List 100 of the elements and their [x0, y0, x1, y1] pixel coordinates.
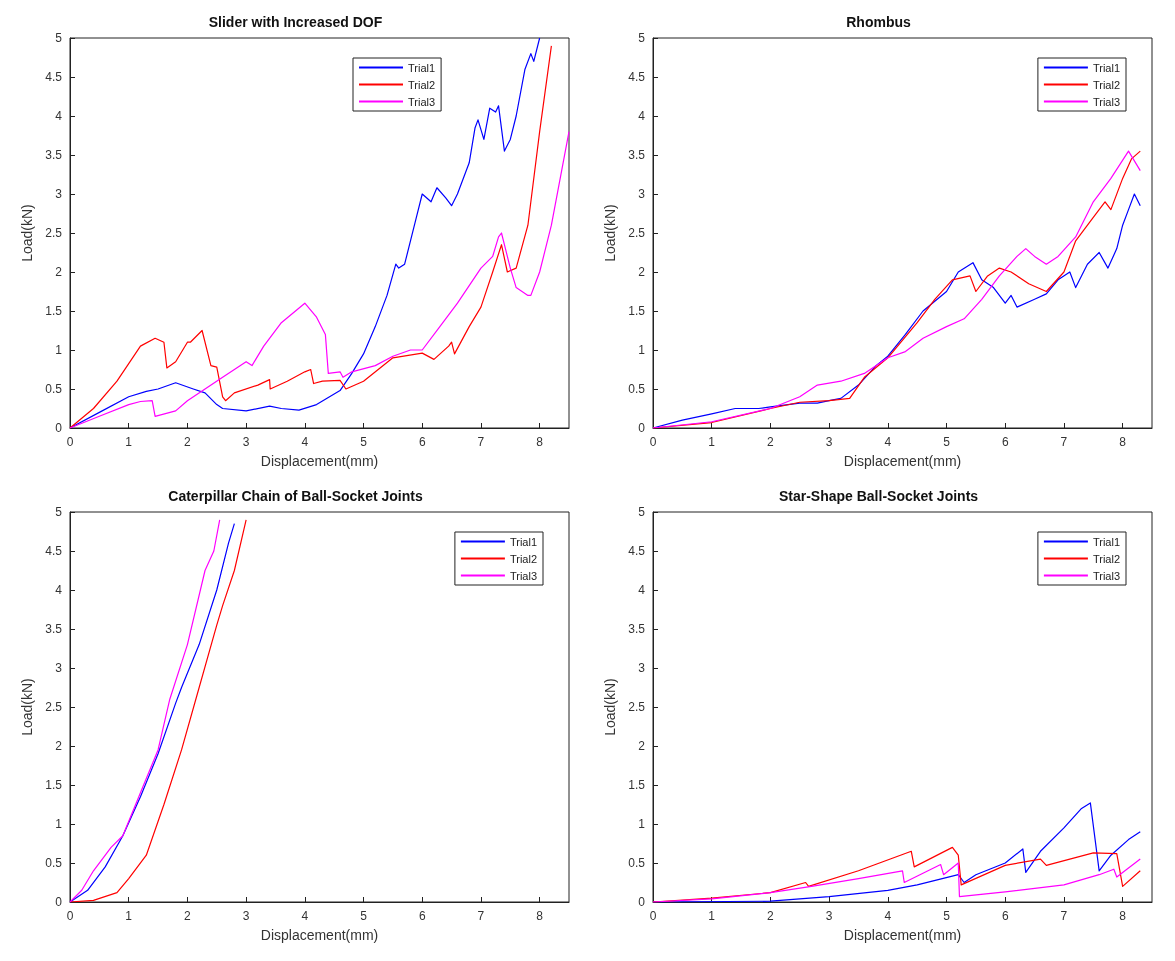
y-tick-label: 3.5 — [628, 148, 646, 162]
x-tick-label: 1 — [708, 909, 716, 923]
y-tick-label: 2.5 — [628, 226, 646, 240]
y-tick-label: 1 — [638, 343, 646, 357]
y-axis-title: Load(kN) — [602, 204, 618, 262]
y-tick-label: 4 — [638, 583, 646, 597]
y-tick-label: 5 — [55, 31, 63, 45]
x-tick-label: 4 — [301, 909, 309, 923]
line-series — [652, 858, 1141, 903]
x-tick-label: 4 — [301, 435, 309, 449]
y-tick-label: 5 — [55, 505, 63, 519]
chart-title: Slider with Increased DOF — [208, 14, 383, 30]
y-tick-label: 2.5 — [45, 226, 63, 240]
y-tick-label: 1.5 — [45, 778, 63, 792]
y-tick-label: 4 — [638, 109, 646, 123]
y-tick-label: 1 — [55, 343, 63, 357]
y-tick-label: 4.5 — [45, 70, 63, 84]
x-tick-label: 3 — [242, 435, 250, 449]
y-tick-label: 4.5 — [628, 70, 646, 84]
x-tick-label: 8 — [536, 435, 544, 449]
legend-label: Trial3 — [408, 95, 436, 108]
legend-label: Trial2 — [509, 552, 538, 565]
x-tick-label: 3 — [825, 435, 833, 449]
y-tick-label: 1.5 — [628, 304, 646, 318]
y-tick-label: 3 — [638, 661, 646, 675]
legend-label: Trial3 — [1092, 95, 1121, 108]
y-tick-label: 0 — [55, 421, 63, 435]
x-tick-label: 7 — [477, 435, 485, 449]
y-tick-label: 0.5 — [45, 856, 63, 870]
x-tick-label: 6 — [1001, 909, 1009, 923]
x-tick-label: 5 — [943, 435, 951, 449]
y-tick-label: 4.5 — [628, 544, 646, 558]
x-tick-label: 5 — [943, 909, 951, 923]
y-tick-label: 3.5 — [45, 148, 63, 162]
y-tick-label: 5 — [638, 31, 646, 45]
y-tick-label: 4.5 — [45, 544, 63, 558]
x-tick-label: 0 — [649, 909, 657, 923]
x-tick-label: 2 — [184, 909, 192, 923]
x-tick-label: 4 — [884, 435, 892, 449]
x-tick-label: 5 — [360, 909, 368, 923]
y-tick-label: 1.5 — [45, 304, 63, 318]
x-tick-label: 2 — [767, 909, 775, 923]
x-tick-label: 1 — [708, 435, 716, 449]
y-tick-label: 3.5 — [628, 622, 646, 636]
y-tick-label: 2 — [55, 265, 63, 279]
x-tick-label: 7 — [1060, 435, 1068, 449]
y-tick-label: 1 — [638, 817, 646, 831]
y-tick-label: 0.5 — [628, 856, 646, 870]
y-tick-label: 0 — [55, 895, 63, 909]
y-tick-label: 1.5 — [628, 778, 646, 792]
x-tick-label: 8 — [536, 909, 544, 923]
y-axis-title: Load(kN) — [19, 678, 35, 736]
y-tick-label: 2 — [638, 739, 646, 753]
y-tick-label: 5 — [638, 505, 646, 519]
x-tick-label: 4 — [884, 909, 892, 923]
legend-label: Trial3 — [1092, 569, 1121, 582]
x-tick-label: 5 — [360, 435, 368, 449]
legend-label: Trial1 — [408, 61, 436, 74]
y-tick-label: 1 — [55, 817, 63, 831]
x-tick-label: 8 — [1119, 909, 1127, 923]
x-tick-label: 7 — [1060, 909, 1068, 923]
x-tick-label: 6 — [418, 435, 426, 449]
legend-label: Trial1 — [1092, 535, 1121, 548]
x-tick-label: 8 — [1119, 435, 1127, 449]
legend-label: Trial2 — [1092, 78, 1121, 91]
y-tick-label: 0.5 — [628, 382, 646, 396]
legend-label: Trial3 — [509, 569, 538, 582]
x-tick-label: 2 — [184, 435, 192, 449]
x-tick-label: 1 — [125, 435, 133, 449]
y-tick-label: 3 — [638, 187, 646, 201]
x-axis-title: Displacement(mm) — [260, 453, 379, 469]
line-series — [652, 150, 1141, 429]
x-tick-label: 2 — [767, 435, 775, 449]
y-tick-label: 2.5 — [45, 700, 63, 714]
x-tick-label: 7 — [477, 909, 485, 923]
x-tick-label: 0 — [649, 435, 657, 449]
y-tick-label: 3.5 — [45, 622, 63, 636]
chart-title: Star-Shape Ball-Socket Joints — [778, 488, 979, 504]
x-tick-label: 6 — [418, 909, 426, 923]
chart-title: Rhombus — [846, 14, 911, 30]
y-axis-title: Load(kN) — [602, 678, 618, 736]
y-tick-label: 2.5 — [628, 700, 646, 714]
y-tick-label: 0.5 — [45, 382, 63, 396]
x-tick-label: 1 — [125, 909, 133, 923]
x-axis-title: Displacement(mm) — [843, 453, 962, 469]
y-tick-label: 2 — [55, 739, 63, 753]
legend-label: Trial1 — [1092, 61, 1121, 74]
x-tick-label: 0 — [66, 435, 74, 449]
legend-label: Trial1 — [509, 535, 538, 548]
chart-title: Caterpillar Chain of Ball-Socket Joints — [168, 488, 423, 504]
y-tick-label: 2 — [638, 265, 646, 279]
y-tick-label: 4 — [55, 583, 63, 597]
legend-label: Trial2 — [408, 78, 436, 91]
x-axis-title: Displacement(mm) — [843, 927, 962, 943]
y-tick-label: 3 — [55, 187, 63, 201]
y-tick-label: 0 — [638, 895, 646, 909]
x-tick-label: 3 — [242, 909, 250, 923]
legend-label: Trial2 — [1092, 552, 1121, 565]
x-tick-label: 3 — [825, 909, 833, 923]
x-tick-label: 6 — [1001, 435, 1009, 449]
